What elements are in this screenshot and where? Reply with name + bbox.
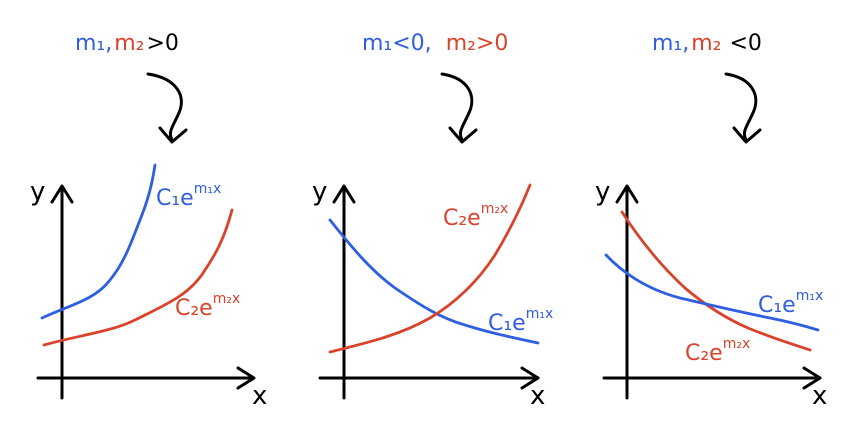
panel-1-curly-arrow bbox=[146, 72, 183, 142]
panel-3-curve-2-label-sup: m₂x bbox=[723, 336, 751, 352]
panel-2-condition: m₁<0, m₂>0 bbox=[362, 31, 508, 56]
panel-3-curve-2 bbox=[620, 210, 812, 352]
panel-1-x-arrowhead bbox=[236, 366, 256, 390]
panel-1-curve-2 bbox=[42, 208, 234, 347]
panel-2-curve-1-label: C₁em₁x bbox=[488, 306, 553, 336]
panel-1-condition-rest: >0 bbox=[147, 31, 179, 56]
panel-3-condition-m2: m₂ bbox=[691, 31, 721, 56]
panel-1-arrowhead bbox=[158, 126, 188, 144]
panel-2-curly-arrow bbox=[440, 72, 474, 142]
panel-3-arrowhead bbox=[732, 126, 762, 144]
panel-1-condition-m1: m₁, bbox=[75, 31, 112, 56]
panel-3-curve-2-label: C₂em₂x bbox=[685, 336, 750, 366]
panel-2-curve-1 bbox=[328, 218, 540, 345]
panel-2-y-label: y bbox=[312, 177, 327, 207]
panel-2-arrowhead bbox=[448, 126, 478, 144]
panel-3: m₁,m₂ <0 y x C₁em₁x C₂em₂x bbox=[595, 31, 827, 411]
panel-3-curve-2-label-base: C₂e bbox=[685, 341, 723, 366]
panel-2-x-arrowhead bbox=[520, 366, 540, 390]
panel-1-y-arrowhead bbox=[50, 184, 74, 204]
panel-1-curve-1-label-sup: m₁x bbox=[194, 181, 222, 197]
panel-3-x-arrowhead bbox=[802, 366, 822, 390]
panel-3-y-label: y bbox=[595, 177, 610, 207]
panel-2-curve-2-label-base: C₂e bbox=[443, 206, 481, 231]
panel-2-curve-2 bbox=[328, 183, 532, 354]
panel-2-curve-2-label: C₂em₂x bbox=[443, 201, 508, 231]
panel-1-y-label: y bbox=[30, 177, 45, 207]
panel-1-curve-1 bbox=[40, 163, 157, 320]
panel-3-condition-rest: <0 bbox=[730, 31, 762, 56]
panel-3-curly-arrow bbox=[724, 72, 758, 142]
panel-3-curve-1-label: C₁em₁x bbox=[758, 288, 823, 318]
panel-1-x-label: x bbox=[252, 381, 267, 411]
panel-1-curve-1-label: C₁em₁x bbox=[156, 181, 221, 211]
panel-1-curve-2-label-base: C₂e bbox=[175, 296, 213, 321]
panel-2-condition-m2: m₂>0 bbox=[446, 31, 509, 56]
panel-3-x-label: x bbox=[812, 381, 827, 411]
panel-2-x-label: x bbox=[530, 381, 545, 411]
panel-1-curve-2-label-sup: m₂x bbox=[213, 291, 241, 307]
panel-3-curve-1 bbox=[604, 253, 820, 332]
panel-2-curve-2-label-sup: m₂x bbox=[481, 201, 509, 217]
panel-3-y-arrowhead bbox=[615, 184, 639, 204]
panel-1-condition-m2: m₂ bbox=[114, 31, 144, 56]
panel-2-condition-m1: m₁<0, bbox=[362, 31, 432, 56]
panel-3-condition-m1: m₁, bbox=[652, 31, 689, 56]
panel-3-curve-1-label-sup: m₁x bbox=[796, 288, 824, 304]
panel-3-curve-1-label-base: C₁e bbox=[758, 293, 796, 318]
panel-1-condition: m₁,m₂>0 bbox=[75, 31, 179, 56]
panel-1: m₁,m₂>0 y x C₁em₁x C₂em₂x bbox=[30, 31, 267, 411]
panel-1-curve-2-label: C₂em₂x bbox=[175, 291, 240, 321]
panel-3-condition: m₁,m₂ <0 bbox=[652, 31, 762, 56]
panel-2: m₁<0, m₂>0 y x C₂em₂x C₁em₁x bbox=[312, 31, 553, 411]
panel-2-y-arrowhead bbox=[332, 184, 356, 204]
panel-2-curve-1-label-sup: m₁x bbox=[526, 306, 554, 322]
panel-2-curve-1-label-base: C₁e bbox=[488, 311, 526, 336]
panel-1-curve-1-label-base: C₁e bbox=[156, 186, 194, 211]
